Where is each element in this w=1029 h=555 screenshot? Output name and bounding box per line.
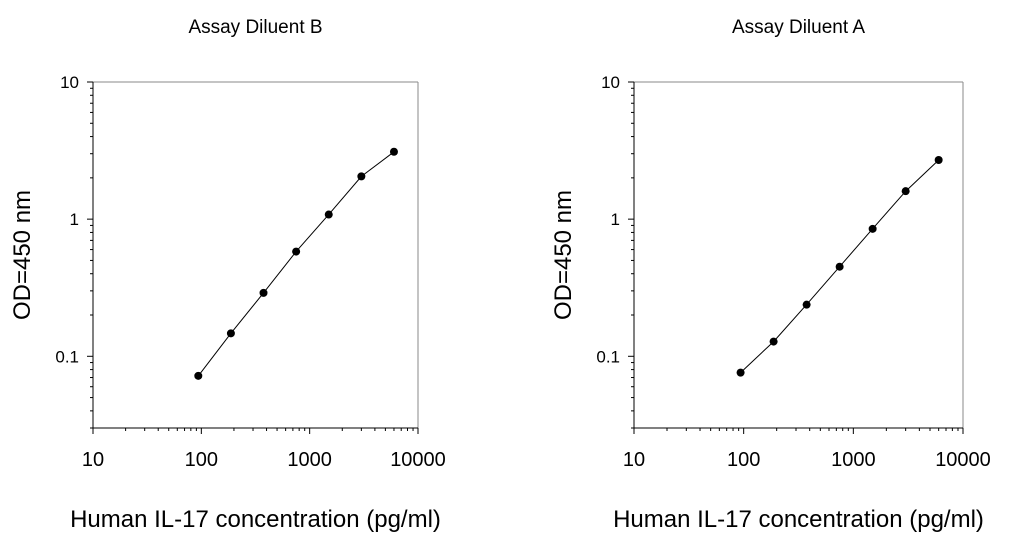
y-axis-label: OD=450 nm bbox=[550, 190, 577, 320]
x-tick-label: 100 bbox=[727, 449, 760, 471]
chart-1: 10 100 1000 10000 0.1 1 10 Assay Diluent B Human… bbox=[9, 17, 446, 533]
data-point bbox=[226, 329, 235, 338]
data-point bbox=[357, 172, 366, 181]
x-tick-label: 1000 bbox=[831, 449, 876, 471]
x-tick-label: 100 bbox=[185, 449, 218, 471]
data-point bbox=[835, 262, 844, 271]
x-tick-label: 10 bbox=[623, 449, 645, 471]
x-axis-label: Human IL-17 concentration (pg/ml) bbox=[613, 506, 984, 533]
x-tick-label: 10000 bbox=[935, 449, 991, 471]
chart-title: Assay Diluent A bbox=[732, 17, 865, 38]
data-point bbox=[736, 368, 745, 377]
x-tick-label: 1000 bbox=[287, 449, 332, 471]
data-point bbox=[901, 187, 910, 196]
data-point bbox=[292, 247, 301, 256]
data-point bbox=[324, 210, 333, 219]
y-tick-label: 1 bbox=[70, 210, 79, 229]
y-axis-label: OD=450 nm bbox=[9, 190, 36, 320]
data-point bbox=[934, 155, 943, 164]
data-point bbox=[802, 300, 811, 309]
chart-2: 10 100 1000 10000 0.1 1 10 Assay Diluent A Human… bbox=[550, 17, 991, 533]
y-tick-label: 0.1 bbox=[596, 347, 620, 366]
y-tick-label: 1 bbox=[611, 210, 620, 229]
data-point bbox=[389, 147, 398, 156]
x-axis-label: Human IL-17 concentration (pg/ml) bbox=[70, 506, 441, 533]
y-tick-label: 0.1 bbox=[55, 347, 79, 366]
y-tick-label: 10 bbox=[60, 73, 79, 92]
data-point bbox=[259, 288, 268, 297]
series-line bbox=[197, 151, 395, 377]
x-tick-label: 10000 bbox=[390, 449, 446, 471]
chart-title: Assay Diluent B bbox=[188, 17, 322, 38]
data-point bbox=[769, 337, 778, 346]
data-point bbox=[194, 371, 203, 380]
y-tick-label: 10 bbox=[601, 73, 620, 92]
x-tick-label: 10 bbox=[82, 449, 104, 471]
data-point bbox=[868, 224, 877, 233]
